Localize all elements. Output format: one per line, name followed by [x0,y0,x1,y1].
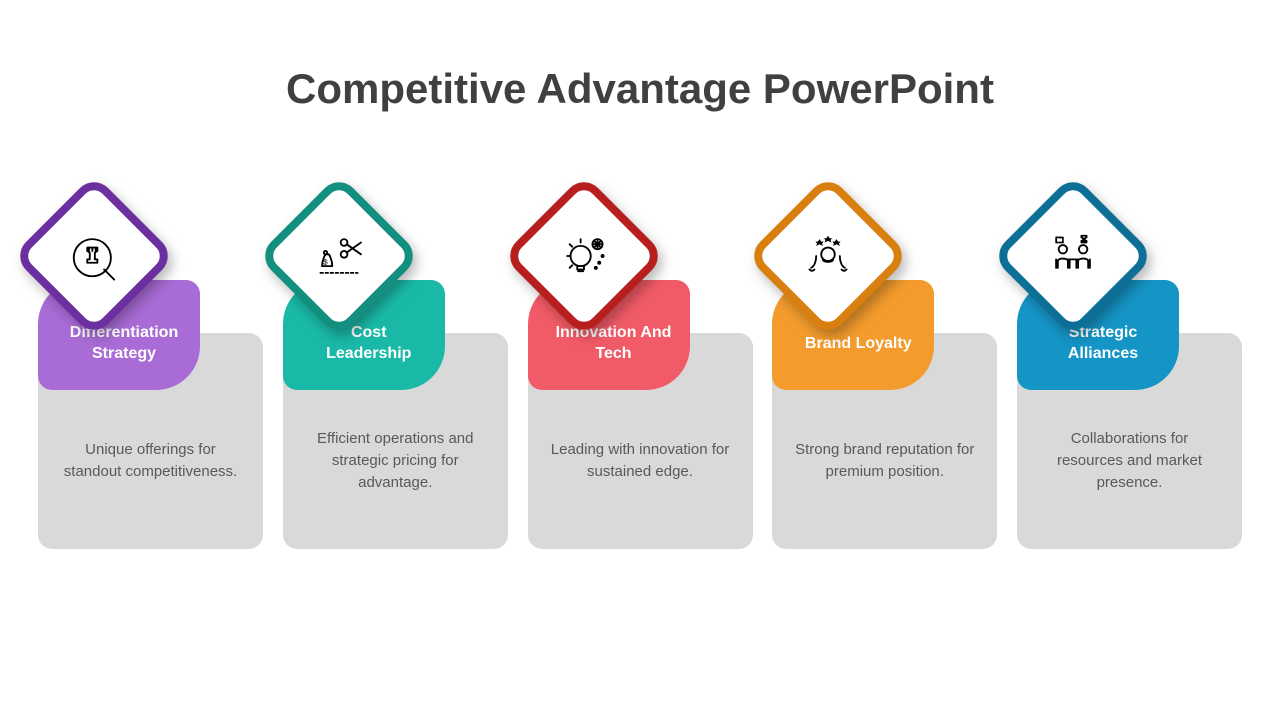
cards-row: Unique offerings for standout competitiv… [38,220,1242,550]
diamond-badge [1015,198,1131,314]
card-alliances: Collaborations for resources and market … [1017,220,1242,550]
card-innovation: Leading with innovation for sustained ed… [528,220,753,550]
cut-cost-icon: $ [310,227,368,285]
diamond-badge [526,198,642,314]
svg-text:$: $ [323,257,328,266]
alliance-icon [1044,227,1102,285]
loyalty-icon [799,227,857,285]
slide: Competitive Advantage PowerPoint Unique … [0,0,1280,720]
card-cost: Efficient operations and strategic prici… [283,220,508,550]
diamond-badge [770,198,886,314]
diamond-badge: $ [281,198,397,314]
diamond-badge [36,198,152,314]
card-differentiation: Unique offerings for standout competitiv… [38,220,263,550]
chess-icon [65,227,123,285]
page-title: Competitive Advantage PowerPoint [0,65,1280,113]
bulb-icon [555,227,613,285]
card-brand: Strong brand reputation for premium posi… [772,220,997,550]
